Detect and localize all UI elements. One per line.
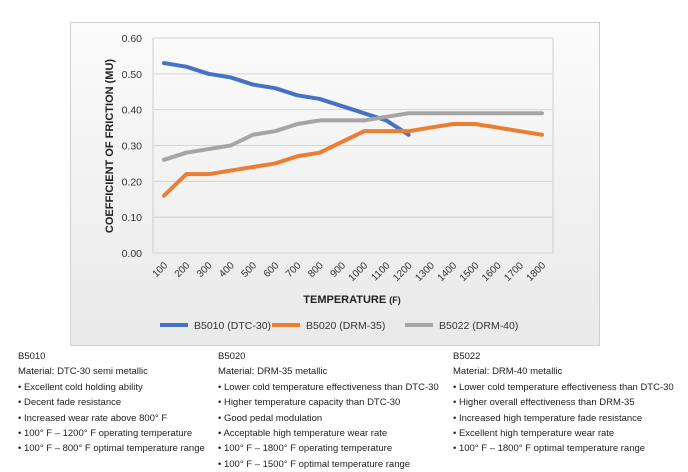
x-tick-label: 1300 (413, 260, 437, 284)
note-bullet: • 100° F – 1500° F optimal temperature r… (218, 457, 439, 472)
x-tick-label: 400 (217, 260, 237, 280)
x-tick-label: 200 (173, 260, 193, 280)
note-title: B5020 (218, 349, 439, 364)
y-tick-label: 0.30 (122, 141, 143, 153)
notes-b5022: B5022 Material: DRM-40 metallic • Lower … (453, 349, 674, 457)
series-line-1 (164, 124, 542, 196)
y-tick-label: 0.40 (122, 105, 143, 117)
note-material: Material: DRM-40 metallic (453, 364, 674, 379)
x-tick-label: 600 (262, 260, 282, 280)
note-material: Material: DTC-30 semi metallic (18, 364, 205, 379)
y-axis-title: COEFFICIENT OF FRICTION (MU) (104, 59, 116, 233)
x-tick-label: 1600 (480, 260, 504, 284)
x-tick-label: 100 (151, 260, 171, 280)
note-bullet: • 100° F – 1800° F operating temperature (218, 441, 439, 456)
x-tick-label: 1500 (458, 260, 482, 284)
x-tick-label: 700 (284, 260, 304, 280)
x-axis-title: TEMPERATURE (F) (303, 294, 400, 306)
note-title: B5010 (18, 349, 205, 364)
y-tick-label: 0.20 (122, 176, 143, 188)
y-tick-label: 0.60 (122, 33, 143, 45)
note-bullet: • Excellent cold holding ability (18, 380, 205, 395)
x-tick-label: 500 (239, 260, 259, 280)
note-bullet: • Higher overall effectiveness than DRM-… (453, 395, 674, 410)
note-material: Material: DRM-35 metallic (218, 364, 439, 379)
x-tick-label: 1400 (436, 260, 460, 284)
notes-b5020: B5020 Material: DRM-35 metallic • Lower … (218, 349, 439, 472)
notes-b5010: B5010 Material: DTC-30 semi metallic • E… (18, 349, 205, 457)
note-bullet: • Lower cold temperature effectiveness t… (218, 380, 439, 395)
x-tick-label: 1700 (502, 260, 526, 284)
y-tick-label: 0.10 (122, 212, 143, 224)
legend-label: B5020 (DRM-35) (306, 320, 385, 332)
note-bullet: • Increased high temperature fade resist… (453, 411, 674, 426)
y-tick-label: 0.00 (122, 248, 143, 260)
x-tick-label: 1100 (369, 260, 392, 283)
note-bullet: • 100° F – 1200° F operating temperature (18, 426, 205, 441)
x-tick-label: 900 (328, 260, 348, 280)
note-bullet: • Increased wear rate above 800° F (18, 411, 205, 426)
note-bullet: • Lower cold temperature effectiveness t… (453, 380, 674, 395)
note-bullet: • Decent fade resistance (18, 395, 205, 410)
x-tick-label: 1000 (347, 260, 371, 284)
x-tick-label: 300 (195, 260, 215, 280)
x-axis-unit: (F) (389, 295, 401, 305)
legend-label: B5010 (DTC-30) (194, 320, 271, 332)
note-bullet: • Good pedal modulation (218, 411, 439, 426)
x-tick-label: 800 (306, 260, 326, 280)
x-tick-label: 1200 (391, 260, 415, 284)
note-bullet: • Acceptable high temperature wear rate (218, 426, 439, 441)
note-bullet: • 100° F – 800° F optimal temperature ra… (18, 441, 205, 456)
y-tick-label: 0.50 (122, 69, 143, 81)
note-bullet: • Excellent high temperature wear rate (453, 426, 674, 441)
note-bullet: • Higher temperature capacity than DTC-3… (218, 395, 439, 410)
note-bullet: • 100° F – 1800° F optimal temperature r… (453, 441, 674, 456)
note-title: B5022 (453, 349, 674, 364)
legend-label: B5022 (DRM-40) (439, 320, 518, 332)
x-tick-label: 1800 (525, 260, 549, 284)
